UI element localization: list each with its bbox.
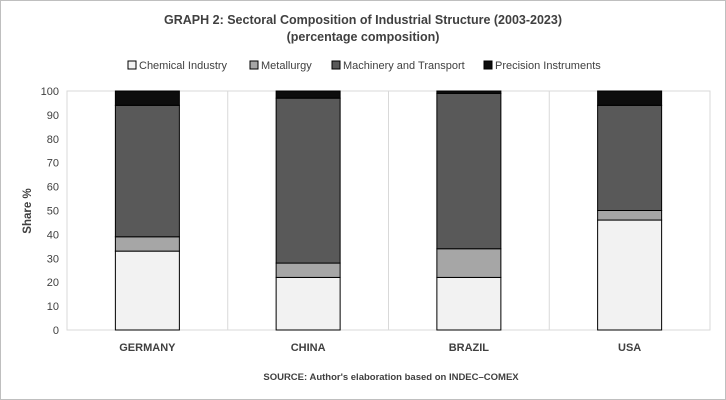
bar-segment xyxy=(436,90,502,94)
y-tick-label: 0 xyxy=(53,325,59,337)
bar-segment xyxy=(114,104,180,238)
legend-swatch xyxy=(331,60,341,70)
x-tick-label: USA xyxy=(618,342,641,354)
bar-segment xyxy=(436,276,502,331)
bar-segment xyxy=(436,248,502,278)
x-tick-label: GERMANY xyxy=(119,342,176,354)
y-tick-label: 10 xyxy=(47,301,59,313)
y-tick-label: 60 xyxy=(47,182,59,194)
y-tick-label: 50 xyxy=(47,206,59,218)
bar-segment xyxy=(275,97,341,264)
bar-segment xyxy=(114,250,180,331)
bar-segment xyxy=(275,262,341,278)
x-tick-label: CHINA xyxy=(291,342,326,354)
bar-segment xyxy=(597,90,663,106)
legend: Chemical Industry Metallurgy Machinery and… xyxy=(127,60,601,72)
chart-title: GRAPH 2: Sectoral Composition of Industr… xyxy=(164,13,562,27)
legend-label: Precision Instruments xyxy=(495,60,601,72)
y-tick-label: 90 xyxy=(47,110,59,122)
bar-segment xyxy=(275,276,341,331)
y-tick-label: 20 xyxy=(47,277,59,289)
plot-area: 0 10 20 30 40 50 60 70 80 90 100 GERMANY CHINA BRAZIL… xyxy=(41,86,711,354)
y-tick-label: 100 xyxy=(41,86,59,98)
bar-segment xyxy=(114,236,180,252)
legend-swatch xyxy=(249,60,259,70)
y-tick-label: 40 xyxy=(47,229,59,241)
y-tick-label: 30 xyxy=(47,253,59,265)
legend-swatch xyxy=(127,60,137,70)
legend-label: Machinery and Transport xyxy=(343,60,465,72)
y-tick-label: 70 xyxy=(47,158,59,170)
legend-item: Machinery and Transport xyxy=(331,60,465,72)
legend-item: Chemical Industry xyxy=(127,60,228,72)
legend-item: Precision Instruments xyxy=(483,60,601,72)
bar-segment xyxy=(597,219,663,331)
bar-segment xyxy=(597,210,663,221)
bar-segment xyxy=(436,92,502,250)
y-tick-label: 80 xyxy=(47,134,59,146)
source-note: SOURCE: Author's elaboration based on IN… xyxy=(263,372,519,383)
legend-label: Chemical Industry xyxy=(139,60,228,72)
bar-segment xyxy=(275,90,341,99)
legend-item: Metallurgy xyxy=(249,60,312,72)
x-tick-label: BRAZIL xyxy=(449,342,490,354)
legend-swatch xyxy=(483,60,493,70)
bar-segment xyxy=(597,104,663,211)
legend-label: Metallurgy xyxy=(261,60,312,72)
chart-subtitle: (percentage composition) xyxy=(287,30,440,44)
bar-segment xyxy=(114,90,180,106)
y-axis-title: Share % xyxy=(22,188,34,233)
